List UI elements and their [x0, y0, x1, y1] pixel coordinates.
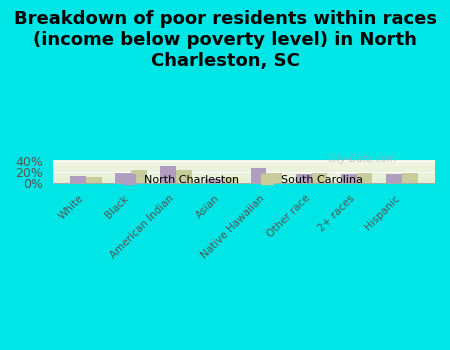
- Bar: [70, 176, 86, 183]
- Bar: [402, 173, 418, 183]
- Legend: North Charleston, South Carolina: North Charleston, South Carolina: [120, 169, 368, 189]
- Bar: [341, 174, 357, 183]
- Bar: [205, 179, 221, 183]
- Bar: [311, 173, 327, 183]
- Text: City-Data.com: City-Data.com: [328, 154, 397, 164]
- Bar: [115, 173, 131, 183]
- Bar: [296, 174, 311, 183]
- Bar: [386, 174, 402, 183]
- Bar: [160, 166, 176, 183]
- Bar: [221, 177, 237, 183]
- Text: Breakdown of poor residents within races
(income below poverty level) in North
C: Breakdown of poor residents within races…: [14, 10, 436, 70]
- Bar: [266, 173, 282, 183]
- Bar: [251, 168, 266, 183]
- Bar: [357, 173, 373, 183]
- Bar: [176, 170, 192, 183]
- Bar: [86, 177, 102, 183]
- Bar: [131, 170, 147, 183]
